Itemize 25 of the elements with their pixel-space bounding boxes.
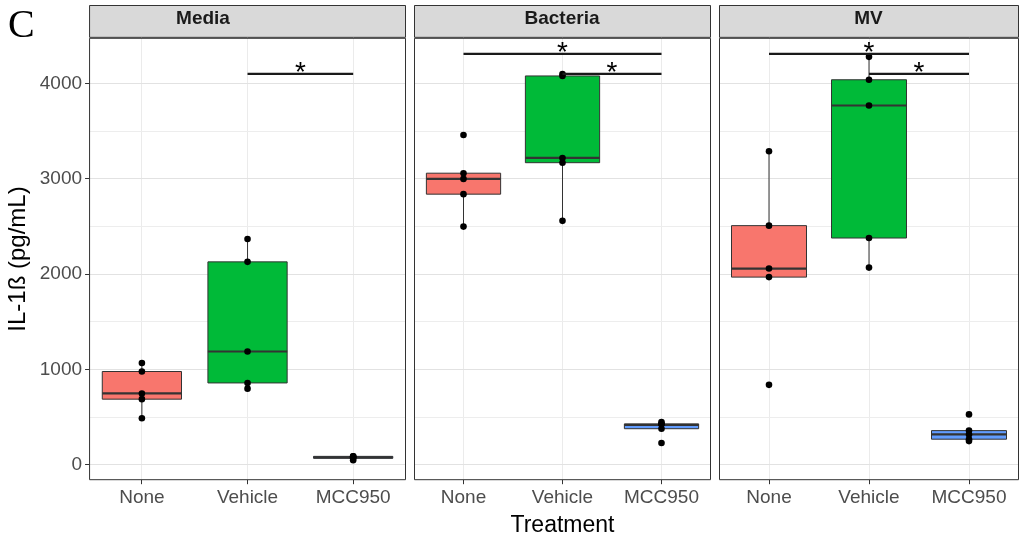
x-tick-label: Vehicle [216, 485, 279, 507]
x-axis-title: Treatment [510, 510, 616, 537]
annotation: * [913, 55, 925, 87]
y-tick-label: 4000 [39, 71, 83, 93]
x-tick-label: None [119, 485, 165, 507]
x-tick-label: MCC950 [315, 485, 391, 507]
chart-title: Bacteria [524, 6, 600, 28]
annotation: * [557, 35, 569, 67]
chart-title: MV [854, 6, 884, 28]
text: C [8, 0, 35, 46]
y-tick-label: 1000 [39, 357, 83, 379]
y-tick-label: 2000 [39, 262, 83, 284]
annotation: * [863, 35, 875, 67]
y-tick-label: 0 [71, 453, 83, 475]
annotation: * [606, 55, 618, 87]
x-tick-label: None [746, 485, 792, 507]
x-tick-label: Vehicle [531, 485, 594, 507]
y-tick-label: 3000 [39, 167, 83, 189]
x-tick-label: MCC950 [624, 485, 699, 507]
x-tick-label: None [440, 485, 487, 507]
chart-title: Media [176, 6, 231, 28]
y-axis-title: IL-1ß (pg/mL) [3, 186, 31, 332]
x-tick-label: Vehicle [838, 485, 900, 507]
annotation: * [294, 55, 306, 87]
x-tick-label: MCC950 [931, 485, 1007, 507]
